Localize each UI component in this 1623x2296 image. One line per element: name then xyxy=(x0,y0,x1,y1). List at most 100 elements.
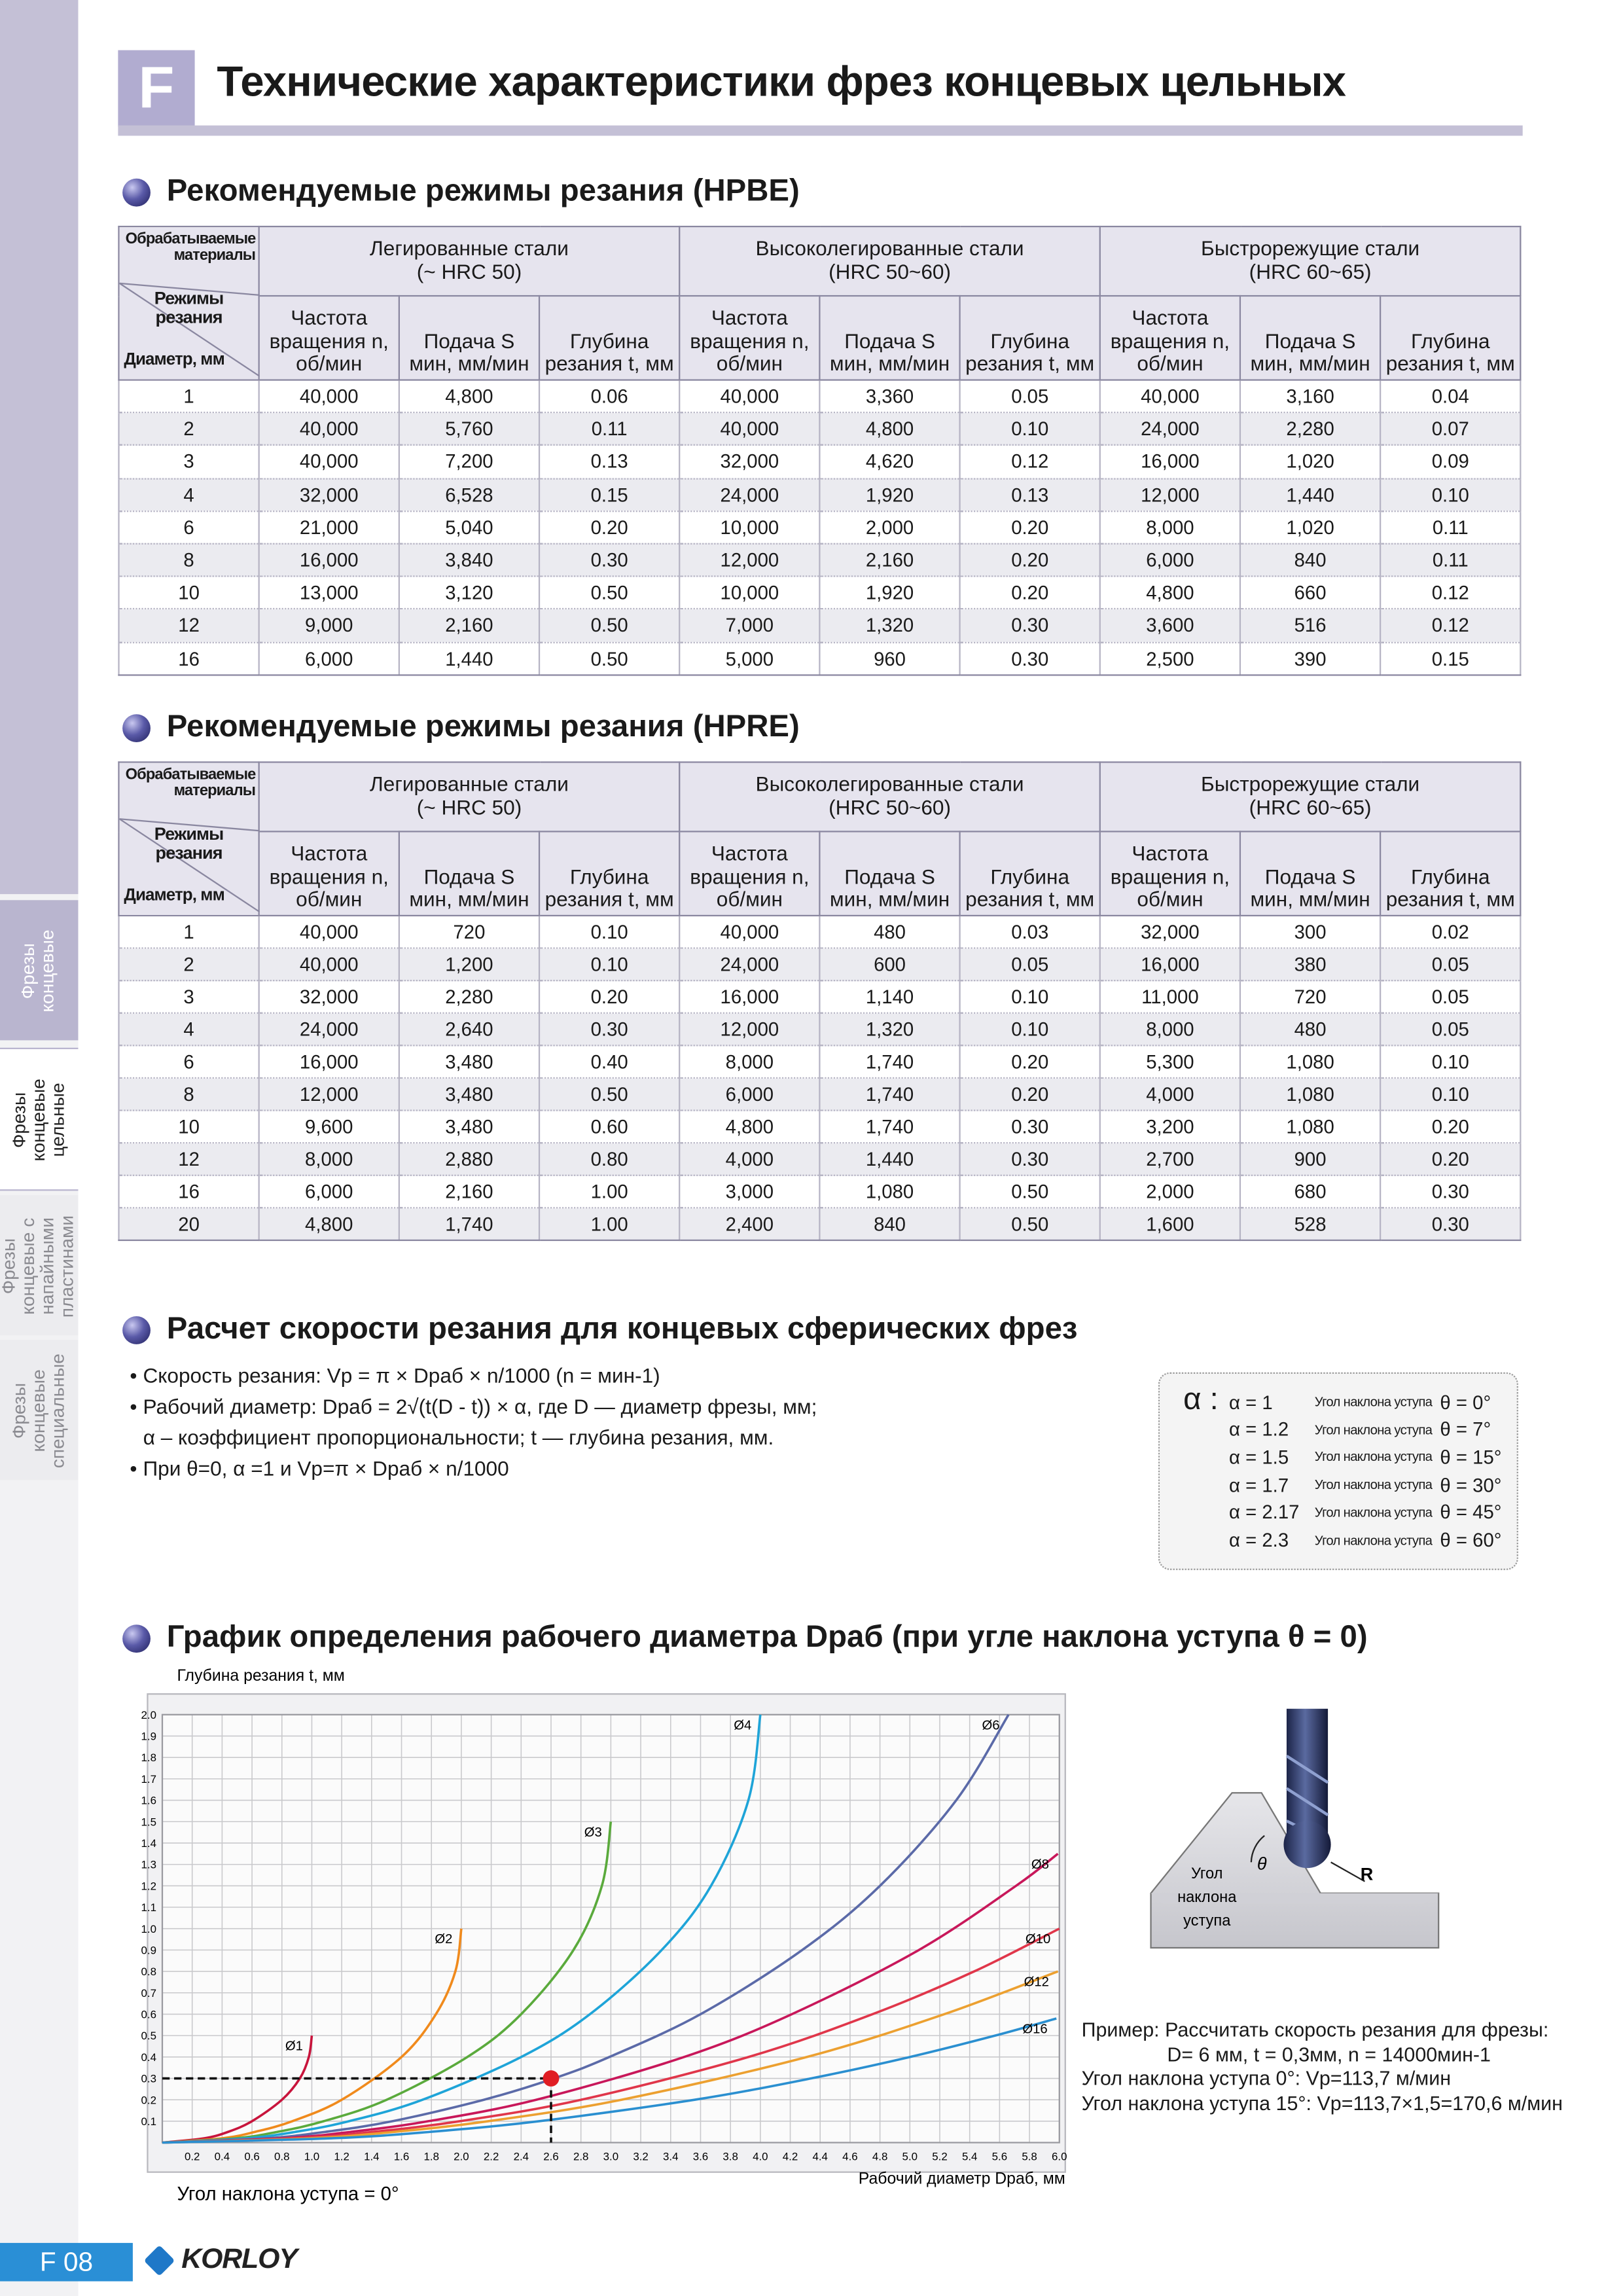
value-cell: 12,000 xyxy=(258,1077,400,1111)
value-cell: 40,000 xyxy=(1099,380,1241,414)
tool-ball xyxy=(1283,1821,1331,1869)
corner-line xyxy=(119,282,260,376)
value-cell: 3,480 xyxy=(398,1077,541,1111)
value-cell: 1,080 xyxy=(819,1175,961,1209)
data-row: 2 40,000 1,200 0.10 24,000 600 0.05 16,000 380 0.… xyxy=(118,948,1522,982)
value-cell: 1,320 xyxy=(819,609,961,643)
alpha-desc: Угол наклона уступа xyxy=(1314,1505,1433,1520)
value-cell: 0.11 xyxy=(1380,511,1522,545)
value-cell: 40,000 xyxy=(258,445,400,479)
value-cell: 24,000 xyxy=(679,478,821,512)
value-cell: 0.12 xyxy=(1380,609,1522,643)
diameter-cell: 20 xyxy=(118,1208,260,1242)
alpha-row: α = 1 Угол наклона уступа θ = 0° xyxy=(1229,1389,1491,1416)
x-tick-label: 3.2 xyxy=(633,2151,648,2163)
x-tick-label: 5.8 xyxy=(1022,2151,1037,2163)
diameter-cell: 6 xyxy=(118,511,260,545)
curve xyxy=(162,1713,1010,2144)
angle-label: Угол наклона уступа xyxy=(1177,1865,1237,1929)
y-tick-label: 0.3 xyxy=(141,2073,156,2085)
example-line: Угол наклона уступа 0°: Vp=113,7 м/мин xyxy=(1081,2067,1452,2090)
corner-diagonals xyxy=(119,282,260,376)
x-tick-label: 5.2 xyxy=(932,2151,947,2163)
curve-label: Ø10 xyxy=(1026,1932,1050,1946)
value-cell: 24,000 xyxy=(1099,412,1241,446)
data-table: Обрабатываемые материалы Режимы резания Ди… xyxy=(118,761,1522,1242)
alpha-row: α = 2.17 Угол наклона уступа θ = 45° xyxy=(1229,1499,1501,1526)
curve-label: Ø4 xyxy=(734,1718,751,1732)
column-header: Глубина резания t, мм xyxy=(959,296,1101,381)
value-cell: 1,920 xyxy=(819,576,961,610)
bullet-ball xyxy=(122,1624,151,1652)
value-cell: 0.40 xyxy=(538,1045,681,1079)
value-cell: 0.02 xyxy=(1380,915,1522,949)
angle-label-text: Угол xyxy=(1191,1865,1223,1882)
value-cell: 380 xyxy=(1239,948,1382,982)
value-cell: 24,000 xyxy=(679,948,821,982)
value-cell: 0.30 xyxy=(959,609,1101,643)
value-cell: 1,740 xyxy=(398,1208,541,1242)
value-cell: 0.50 xyxy=(538,641,681,675)
value-cell: 3,600 xyxy=(1099,609,1241,643)
section-heading: Рекомендуемые режимы резания (HPBE) xyxy=(122,173,800,211)
value-cell: 1,440 xyxy=(1239,478,1382,512)
value-cell: 2,280 xyxy=(1239,412,1382,446)
highlight-point xyxy=(543,2070,560,2087)
value-cell: 0.10 xyxy=(959,1013,1101,1047)
alpha-desc: Угол наклона уступа xyxy=(1314,1449,1433,1465)
alpha-desc: Угол наклона уступа xyxy=(1314,1477,1433,1492)
value-cell: 4,800 xyxy=(258,1208,400,1242)
data-table: Обрабатываемые материалы Режимы резания Ди… xyxy=(118,225,1522,675)
value-cell: 6,000 xyxy=(258,641,400,675)
value-cell: 12,000 xyxy=(679,1013,821,1047)
value-cell: 2,160 xyxy=(819,543,961,577)
x-tick-label: 4.0 xyxy=(753,2151,768,2163)
alpha-angle: θ = 45° xyxy=(1440,1501,1502,1524)
value-cell: 24,000 xyxy=(258,1013,400,1047)
y-tick-label: 1.8 xyxy=(141,1751,156,1764)
value-cell: 8,000 xyxy=(679,1045,821,1079)
x-tick-label: 1.6 xyxy=(394,2151,409,2163)
value-cell: 4,800 xyxy=(398,380,541,414)
value-cell: 2,700 xyxy=(1099,1143,1241,1176)
value-cell: 0.50 xyxy=(959,1175,1101,1209)
diameter-cell: 1 xyxy=(118,915,260,949)
column-header: Подача S мин, мм/мин xyxy=(398,296,541,381)
tab-label: Фрезы концевые с напайными пластинами xyxy=(0,1214,78,1317)
diameter-cell: 16 xyxy=(118,1175,260,1209)
y-tick-label: 0.9 xyxy=(141,1944,156,1956)
value-cell: 0.12 xyxy=(959,445,1101,479)
bullet-text: α – коэффициент пропорциональности; t — … xyxy=(143,1425,774,1449)
angle-label-line: уступа xyxy=(1183,1912,1231,1929)
y-tick-label: 1.4 xyxy=(141,1837,156,1850)
x-tick-label: 0.2 xyxy=(185,2151,200,2163)
value-cell: 40,000 xyxy=(258,380,400,414)
value-cell: 8,000 xyxy=(1099,511,1241,545)
value-cell: 3,840 xyxy=(398,543,541,577)
alpha-symbol: α : xyxy=(1183,1382,1219,1417)
tab-label: Фрезы концевые цельные xyxy=(9,1077,68,1161)
value-cell: 2,160 xyxy=(398,609,541,643)
corner-diagonals xyxy=(119,818,260,912)
corner-materials: Обрабатываемые материалы xyxy=(125,230,257,264)
sidebar-tab: Фрезы концевые xyxy=(0,900,79,1041)
value-cell: 0.10 xyxy=(1380,1077,1522,1111)
diameter-cell: 10 xyxy=(118,1110,260,1144)
value-cell: 5,300 xyxy=(1099,1045,1241,1079)
curve-label: Ø12 xyxy=(1024,1975,1049,1990)
value-cell: 0.30 xyxy=(959,1143,1101,1176)
corner-cell: Обрабатываемые материалы Режимы резания Ди… xyxy=(118,225,260,381)
value-cell: 6,000 xyxy=(679,1077,821,1111)
value-cell: 1,600 xyxy=(1099,1208,1241,1242)
title-rule xyxy=(118,125,1523,136)
heading-text: Рекомендуемые режимы резания (HPRE) xyxy=(166,709,800,744)
data-row: 20 4,800 1,740 1.00 2,400 840 0.50 1,600 528 0.30 xyxy=(118,1208,1522,1242)
y-axis-title: Глубина резания t, мм xyxy=(177,1667,345,1685)
diameter-cell: 2 xyxy=(118,948,260,982)
value-cell: 0.13 xyxy=(538,445,681,479)
alpha-angle: θ = 0° xyxy=(1440,1390,1491,1413)
value-cell: 0.30 xyxy=(959,1110,1101,1144)
